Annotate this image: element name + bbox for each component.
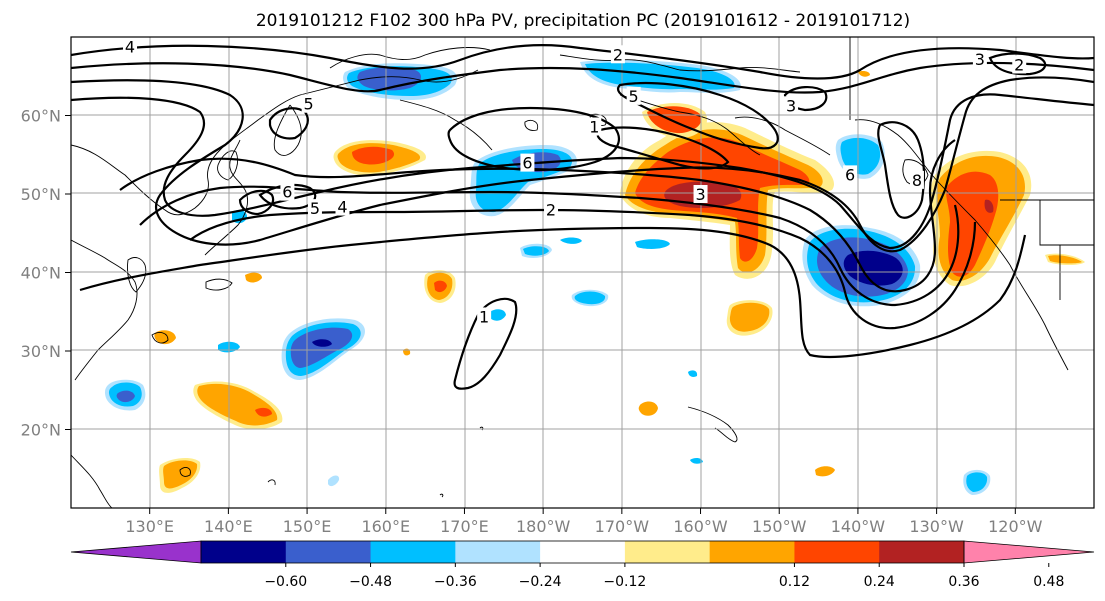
contour-label-bg [972,49,987,68]
contour-label: 5 [310,199,320,218]
contour-label: 4 [125,37,135,56]
contour-label-bg [784,96,799,115]
contour-label-bg [123,37,138,56]
lat-tick-label: 30°N [21,342,61,361]
contour-label: 6 [845,165,855,184]
lon-tick-label: 150°E [283,517,332,536]
lon-tick-label: 170°E [440,517,489,536]
contour-label-bg [280,182,295,201]
contour-label: 1 [589,117,599,136]
lat-tick-label: 50°N [21,185,61,204]
colorbar-segment [540,541,626,563]
colorbar-segment [794,541,880,563]
contour-label-bg [477,307,492,326]
lon-tick-label: 180°W [516,517,571,536]
colorbar-tick-label: −0.60 [264,574,307,590]
colorbar-segment [201,541,287,563]
lat-tick-label: 20°N [21,421,61,440]
lat-tick-label: 60°N [21,107,61,126]
lon-tick-label: 160°W [673,517,728,536]
contour-label-bg [693,185,708,203]
lon-tick-label: 170°W [595,517,650,536]
lon-axis: 130°E 140°E 150°E 160°E 170°E 180°W 170°W 160°W… [125,508,1043,536]
colorbar-tick-label: 0.36 [948,574,979,590]
colorbar-segment [709,541,795,563]
lon-tick-label: 150°W [752,517,807,536]
contour-label-bg [610,45,625,64]
lon-tick-label: 130°W [909,517,964,536]
lon-tick-label: 120°W [988,517,1043,536]
lat-axis: 60°N 50°N 40°N 30°N 20°N [21,107,71,440]
colorbar-tick-label: −0.12 [603,574,646,590]
colorbar-tick-label: 0.12 [779,574,810,590]
contour-label: 2 [1014,55,1024,74]
colorbar-tick-label: −0.36 [434,574,477,590]
colorbar-tick-label: −0.24 [519,574,562,590]
contour-label: 3 [695,185,705,204]
lon-tick-label: 140°W [831,517,886,536]
contour-label: 2 [546,201,556,220]
contour-label: 5 [304,95,314,114]
contour-label-bg [626,86,641,105]
contour-label-bg [1012,55,1027,74]
colorbar-segment [624,541,711,563]
contour-label: 5 [629,87,639,106]
colorbar-extend-high [963,540,1095,564]
contour-label-bg [335,197,350,216]
contour-label: 6 [522,154,532,173]
contour-label: 6 [282,183,292,202]
lon-tick-label: 160°E [361,517,410,536]
colorbar-tick-label: 0.48 [1033,574,1064,590]
colorbar-extend-low [70,540,202,564]
contour-label: 4 [337,198,347,217]
contour-label: 2 [613,45,623,64]
colorbar-tick-label: −0.48 [349,574,392,590]
colorbar-segment [285,541,372,563]
map-title: 2019101212 F102 300 hPa PV, precipitatio… [256,11,910,31]
colorbar: −0.60 −0.48 −0.36 −0.24 −0.12 0.12 0.24 0.36 0.4… [70,540,1095,590]
colorbar-segment [455,541,541,563]
colorbar-segment [879,541,965,563]
gridline-layer [71,37,1094,508]
colorbar-tick-label: 0.24 [864,574,895,590]
contour-label-bg [301,94,316,113]
contour-label: 3 [975,50,985,69]
contour-label-bg [909,170,924,189]
lon-tick-label: 140°E [204,517,253,536]
contour-label: 3 [786,96,796,115]
colorbar-frame [200,540,965,564]
colorbar-segment [370,541,456,563]
contour-label-bg [307,199,322,218]
lat-tick-label: 40°N [21,264,61,283]
contour-label: 8 [912,171,922,190]
contour-label-bg [843,165,858,184]
contour-label-bg [520,153,535,172]
contour-label-bg [544,200,559,219]
lon-tick-label: 130°E [125,517,174,536]
contour-label-bg [587,117,602,136]
contour-label: 1 [479,307,489,326]
